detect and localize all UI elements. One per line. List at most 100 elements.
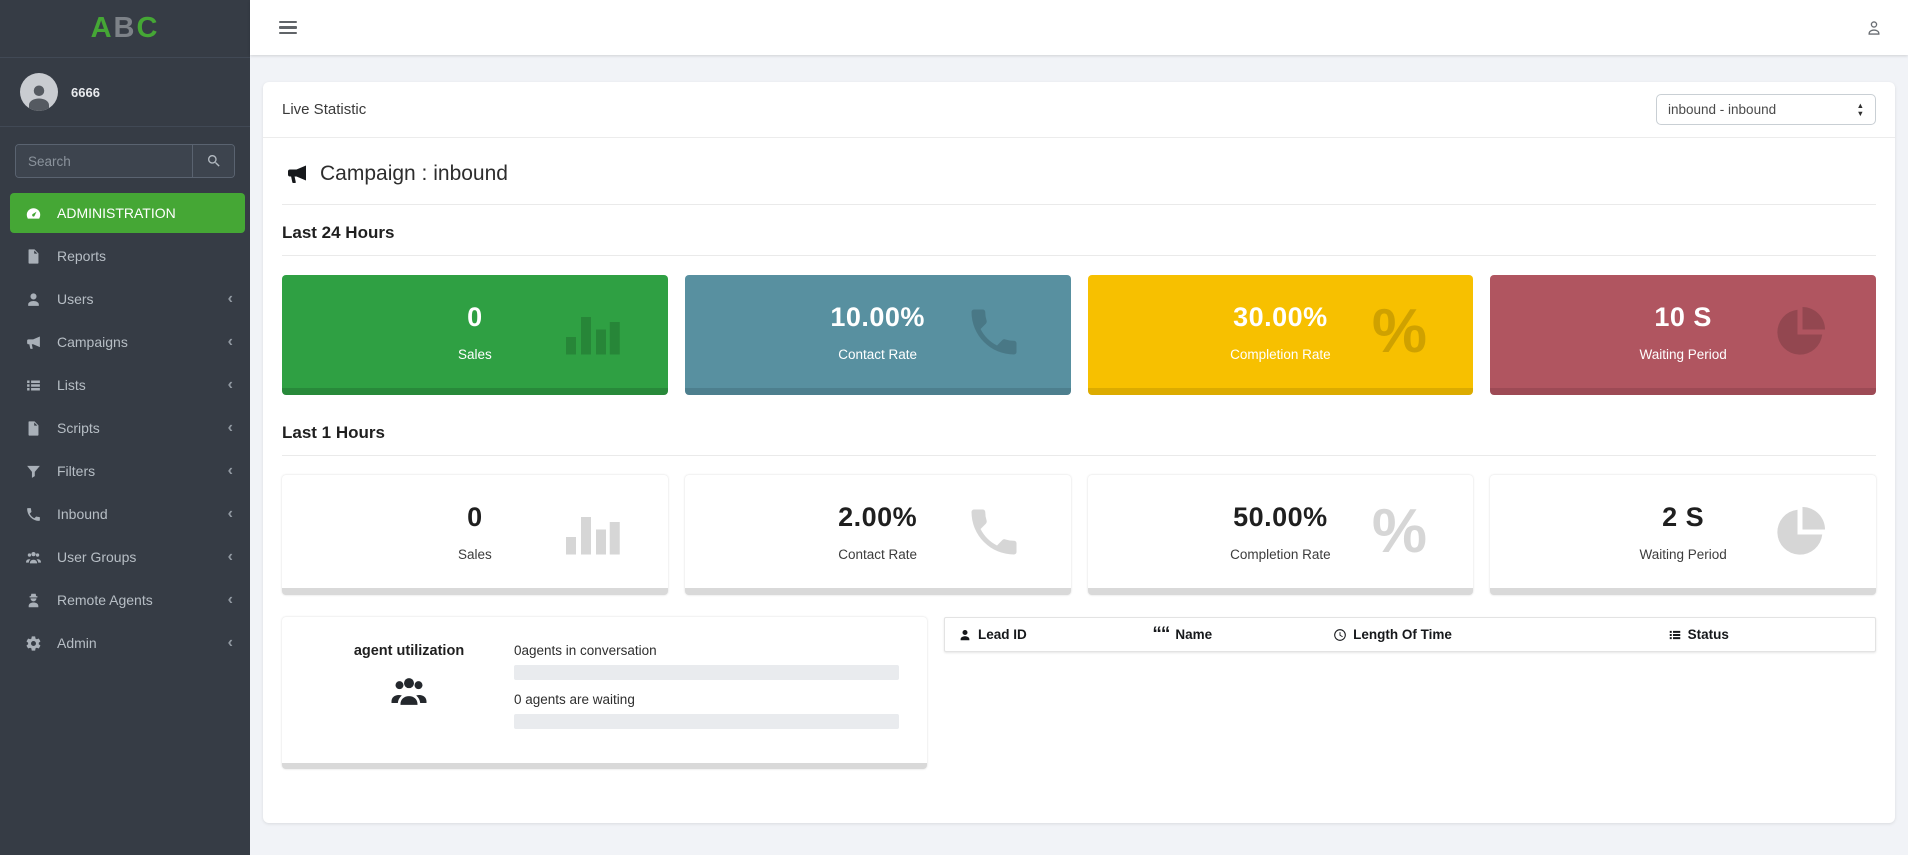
- stat-value: 10 S: [1654, 301, 1712, 332]
- sidebar-item-reports[interactable]: Reports: [10, 236, 245, 276]
- stat-card-waiting-period-1h: 2 S Waiting Period: [1490, 475, 1876, 595]
- user-icon: [23, 291, 44, 308]
- sidebar-item-user-groups[interactable]: User Groups ‹: [10, 537, 245, 577]
- stat-value: 0: [467, 501, 483, 532]
- sidebar-item-administration[interactable]: ADMINISTRATION: [10, 193, 245, 233]
- stat-label: Contact Rate: [838, 546, 918, 562]
- stat-label: Sales: [457, 546, 492, 562]
- panel-body: Campaign : inbound Last 24 Hours 0 Sales…: [263, 138, 1895, 789]
- campaign-select[interactable]: inbound - inbound ▲ ▼: [1656, 94, 1876, 125]
- column-label: Length Of Time: [1353, 627, 1452, 642]
- campaign-heading-text: Campaign : inbound: [320, 162, 508, 185]
- list-icon: [1669, 630, 1680, 639]
- sidebar-item-label: Inbound: [57, 506, 108, 522]
- percent-icon: %: [1371, 296, 1427, 366]
- stat-value: 2 S: [1662, 501, 1705, 532]
- agent-utilization-card: agent utilization 0agents in conversatio…: [282, 617, 927, 769]
- sidebar-item-label: User Groups: [57, 549, 137, 565]
- stat-label: Sales: [457, 346, 492, 362]
- stat-value: 30.00%: [1233, 301, 1328, 332]
- chevron-left-icon: ‹: [227, 419, 233, 436]
- bottom-row: agent utilization 0agents in conversatio…: [282, 617, 1876, 769]
- chevron-left-icon: ‹: [227, 333, 233, 350]
- sidebar-item-label: Users: [57, 291, 94, 307]
- phone-icon: [23, 506, 44, 523]
- sidebar-item-label: Admin: [57, 635, 97, 651]
- user-name: 6666: [71, 84, 100, 100]
- agent-utilization-right: 0agents in conversation 0 agents are wai…: [514, 643, 905, 745]
- select-arrows-icon: ▲ ▼: [1856, 100, 1864, 118]
- chevron-left-icon: ‹: [227, 634, 233, 651]
- agent-icon: [23, 592, 44, 609]
- column-label: Lead ID: [978, 627, 1027, 642]
- sidebar-item-campaigns[interactable]: Campaigns ‹: [10, 322, 245, 362]
- stat-card-sales-1h: 0 Sales: [282, 475, 668, 595]
- sidebar-menu: ADMINISTRATION Reports Users ‹ Campaigns…: [0, 193, 250, 666]
- phone-icon: [964, 502, 1024, 562]
- chevron-left-icon: ‹: [227, 462, 233, 479]
- stat-label: Completion Rate: [1230, 346, 1331, 362]
- clock-icon: [1334, 628, 1346, 641]
- gear-icon: [23, 635, 44, 652]
- sidebar-search: [15, 144, 235, 178]
- percent-icon: %: [1371, 496, 1427, 566]
- sidebar-item-admin[interactable]: Admin ‹: [10, 623, 245, 663]
- bar-chart-icon: [561, 502, 621, 562]
- sidebar-item-lists[interactable]: Lists ‹: [10, 365, 245, 405]
- sidebar-item-label: Scripts: [57, 420, 100, 436]
- chevron-left-icon: ‹: [227, 376, 233, 393]
- logo-letter: B: [113, 12, 137, 44]
- file-icon: [23, 420, 44, 437]
- panel-title: Live Statistic: [282, 101, 367, 118]
- topbar-user-icon[interactable]: [1864, 18, 1884, 38]
- stat-card-sales-24h: 0 Sales: [282, 275, 668, 395]
- live-statistic-panel: Live Statistic inbound - inbound ▲ ▼ Camp…: [263, 82, 1895, 823]
- user-icon: [960, 629, 970, 640]
- stat-label: Contact Rate: [838, 346, 918, 362]
- stat-value: 10.00%: [830, 301, 925, 332]
- topbar: [250, 0, 1908, 55]
- column-length-of-time: Length Of Time: [1333, 627, 1667, 642]
- agent-utilization-title: agent utilization: [353, 643, 465, 659]
- sidebar-item-label: Lists: [57, 377, 86, 393]
- column-label: Status: [1687, 627, 1729, 642]
- stat-card-completion-rate-1h: 50.00% Completion Rate %: [1087, 475, 1474, 595]
- list-icon: [23, 377, 44, 394]
- sidebar-item-remote-agents[interactable]: Remote Agents ‹: [10, 580, 245, 620]
- sidebar-item-users[interactable]: Users ‹: [10, 279, 245, 319]
- conversation-progress-bar: [514, 665, 899, 680]
- pie-chart-icon: [1770, 302, 1830, 362]
- funnel-icon: [23, 463, 44, 480]
- gauge-icon: [23, 205, 44, 222]
- sidebar-item-scripts[interactable]: Scripts ‹: [10, 408, 245, 448]
- column-name: ““ Name: [1152, 623, 1333, 645]
- stat-value: 0: [467, 301, 483, 332]
- agent-utilization-left: agent utilization: [304, 643, 514, 745]
- leads-table: Lead ID ““ Name Length Of Time: [944, 617, 1876, 652]
- main-area: Live Statistic inbound - inbound ▲ ▼ Camp…: [250, 0, 1908, 855]
- file-icon: [23, 248, 44, 265]
- stat-label: Completion Rate: [1230, 546, 1331, 562]
- menu-toggle-icon[interactable]: [277, 17, 299, 39]
- logo-letter: C: [136, 12, 160, 44]
- chevron-left-icon: ‹: [227, 591, 233, 608]
- search-input[interactable]: [16, 145, 192, 177]
- search-button[interactable]: [192, 145, 234, 177]
- column-label: Name: [1175, 627, 1213, 642]
- sidebar-item-filters[interactable]: Filters ‹: [10, 451, 245, 491]
- stat-label: Waiting Period: [1639, 546, 1727, 562]
- campaign-select-value: inbound - inbound: [1668, 102, 1777, 117]
- group-icon: [391, 678, 427, 705]
- pie-chart-icon: [1770, 502, 1830, 562]
- leads-table-header: Lead ID ““ Name Length Of Time: [945, 618, 1875, 651]
- users-icon: [23, 549, 44, 566]
- sidebar: ABC 6666 ADMINISTRATION Reports Users ‹ …: [0, 0, 250, 855]
- sidebar-item-label: Filters: [57, 463, 96, 479]
- stat-card-waiting-period-24h: 10 S Waiting Period: [1490, 275, 1876, 395]
- section-title-1h: Last 1 Hours: [282, 423, 385, 442]
- stat-card-completion-rate-24h: 30.00% Completion Rate %: [1087, 275, 1474, 395]
- sidebar-item-inbound[interactable]: Inbound ‹: [10, 494, 245, 534]
- quote-icon: ““: [1152, 623, 1170, 645]
- megaphone-icon: [23, 334, 44, 351]
